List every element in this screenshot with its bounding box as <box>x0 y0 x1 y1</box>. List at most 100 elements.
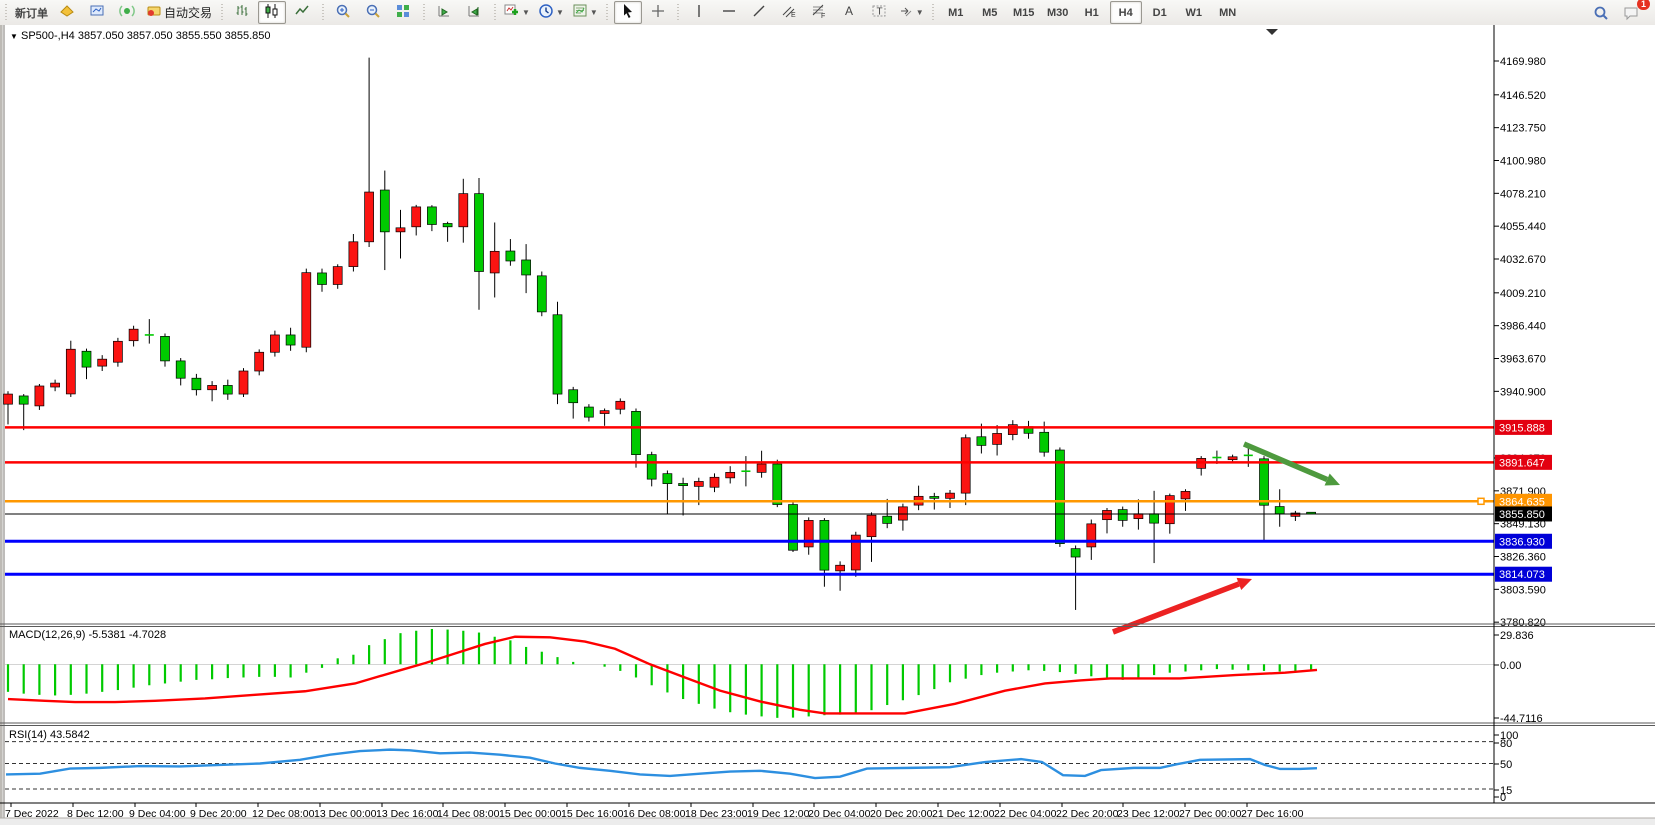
zoom-in-icon <box>335 3 351 22</box>
tf-w1-button[interactable]: W1 <box>1178 1 1210 24</box>
button-label: H1 <box>1084 6 1099 19</box>
price-axis[interactable]: 4169.980 4146.520 4123.750 4100.980 4078.210… <box>1494 56 1552 629</box>
svg-text:4032.670: 4032.670 <box>1500 254 1546 266</box>
chevron-down-icon: ▼ <box>915 8 924 17</box>
svg-text:3891.647: 3891.647 <box>1499 457 1545 469</box>
svg-text:3780.820: 3780.820 <box>1500 617 1546 629</box>
time-label: 8 Dec 12:00 <box>67 808 124 820</box>
button-label: M5 <box>982 6 998 19</box>
bar-chart-icon <box>234 3 250 22</box>
new-order-button[interactable]: 新订单 <box>12 1 51 24</box>
svg-text:3986.440: 3986.440 <box>1500 321 1546 333</box>
svg-text:3814.073: 3814.073 <box>1499 569 1545 581</box>
button-label: MN <box>1219 6 1237 19</box>
horizontal-line-button[interactable] <box>715 1 743 24</box>
svg-text:4055.440: 4055.440 <box>1500 221 1546 233</box>
line-handle[interactable] <box>1477 497 1485 506</box>
tf-h1-button[interactable]: H1 <box>1076 1 1108 24</box>
shapes-button[interactable]: ▼ <box>895 1 927 24</box>
tf-d1-button[interactable]: D1 <box>1144 1 1176 24</box>
add-indicator-icon <box>504 3 520 22</box>
time-label: 20 Dec 20:00 <box>870 808 933 820</box>
tf-m30-button[interactable]: M30 <box>1042 1 1074 24</box>
svg-text:3963.670: 3963.670 <box>1500 353 1546 365</box>
red-up-arrow[interactable] <box>1236 577 1252 591</box>
tf-m5-button[interactable]: M5 <box>974 1 1006 24</box>
time-label: 21 Dec 12:00 <box>932 808 995 820</box>
trendline-button[interactable] <box>745 1 773 24</box>
crosshair-button[interactable] <box>644 1 672 24</box>
horizontal-level-lines[interactable] <box>5 426 1494 576</box>
terminal-icon[interactable] <box>83 1 111 24</box>
button-label: M1 <box>948 6 964 19</box>
macd-label: MACD(12,26,9) -5.5381 -4.7028 <box>9 629 167 641</box>
periods-button[interactable]: ▼ <box>535 1 567 24</box>
svg-text:3915.888: 3915.888 <box>1499 422 1545 434</box>
svg-text:4169.980: 4169.980 <box>1500 56 1546 68</box>
cursor-icon <box>620 3 636 22</box>
templates-button[interactable]: ▼ <box>569 1 601 24</box>
time-axis[interactable]: 7 Dec 2022 8 Dec 12:00 9 Dec 04:00 9 Dec 20… <box>5 803 1304 820</box>
toolbar-grip <box>3 3 8 22</box>
line-chart-button[interactable] <box>288 1 316 24</box>
toolbar-grip <box>219 3 225 22</box>
button-label: W1 <box>1185 6 1202 19</box>
zoom-in-button[interactable] <box>329 1 357 24</box>
publisher-icon[interactable] <box>53 1 81 24</box>
macd-pane: 29.836 0.00 -44.7116 <box>5 628 1543 725</box>
tf-mn-button[interactable]: MN <box>1212 1 1244 24</box>
text-button[interactable]: A <box>835 1 863 24</box>
toolbar-grip <box>492 3 498 22</box>
svg-text:0.00: 0.00 <box>1500 660 1521 672</box>
svg-text:A: A <box>845 4 853 18</box>
label-button[interactable]: T <box>865 1 893 24</box>
svg-text:-44.7116: -44.7116 <box>1500 713 1543 725</box>
svg-text:F: F <box>821 13 825 19</box>
candlestick-button[interactable] <box>258 1 287 24</box>
button-label: M15 <box>1013 6 1035 19</box>
candlestick-series[interactable] <box>3 57 1316 610</box>
svg-text:4123.750: 4123.750 <box>1500 123 1546 135</box>
tf-m1-button[interactable]: M1 <box>940 1 972 24</box>
label-icon: T <box>871 3 887 22</box>
vertical-line-button[interactable] <box>685 1 713 24</box>
time-label: 9 Dec 20:00 <box>190 808 247 820</box>
tf-m15-button[interactable]: M15 <box>1008 1 1040 24</box>
chart-shift-marker-icon[interactable] <box>1266 29 1278 35</box>
price-tag <box>1495 454 1552 470</box>
chat-button[interactable]: 1 <box>1617 0 1650 24</box>
chart-canvas[interactable]: 4169.980 4146.520 4123.750 4100.980 4078.210… <box>0 25 1655 825</box>
text-icon: A <box>841 3 857 22</box>
time-label: 22 Dec 20:00 <box>1056 808 1119 820</box>
time-label: 16 Dec 08:00 <box>623 808 686 820</box>
fibonacci-button[interactable]: F <box>805 1 833 24</box>
svg-text:4100.980: 4100.980 <box>1500 155 1546 167</box>
chart-shift-button[interactable] <box>460 1 488 24</box>
channel-button[interactable]: E <box>775 1 803 24</box>
green-down-arrow[interactable] <box>1324 473 1340 486</box>
tile-windows-button[interactable] <box>389 1 417 24</box>
time-label: 14 Dec 08:00 <box>437 808 500 820</box>
signal-icon[interactable] <box>113 1 141 24</box>
chart-shift-icon <box>466 3 482 22</box>
svg-text:3940.900: 3940.900 <box>1500 386 1546 398</box>
svg-text:3826.360: 3826.360 <box>1500 552 1546 564</box>
zoom-out-button[interactable] <box>359 1 387 24</box>
price-tag <box>1495 506 1552 522</box>
price-tag <box>1495 566 1552 582</box>
add-indicator-button[interactable]: ▼ <box>501 1 533 24</box>
periods-icon <box>538 3 554 22</box>
autotrade-button[interactable]: 自动交易 <box>143 1 215 24</box>
collapse-arrow-icon[interactable]: ▼ <box>10 32 18 41</box>
tf-h4-button[interactable]: H4 <box>1109 1 1142 24</box>
cursor-button[interactable] <box>613 1 642 24</box>
svg-text:100: 100 <box>1500 730 1518 742</box>
auto-scroll-button[interactable] <box>430 1 458 24</box>
time-label: 13 Dec 00:00 <box>314 808 377 820</box>
tile-windows-icon <box>395 3 411 22</box>
rsi-line <box>5 748 1318 780</box>
bar-chart-button[interactable] <box>228 1 256 24</box>
search-button[interactable] <box>1587 1 1615 24</box>
rsi-label: RSI(14) 43.5842 <box>9 729 90 741</box>
